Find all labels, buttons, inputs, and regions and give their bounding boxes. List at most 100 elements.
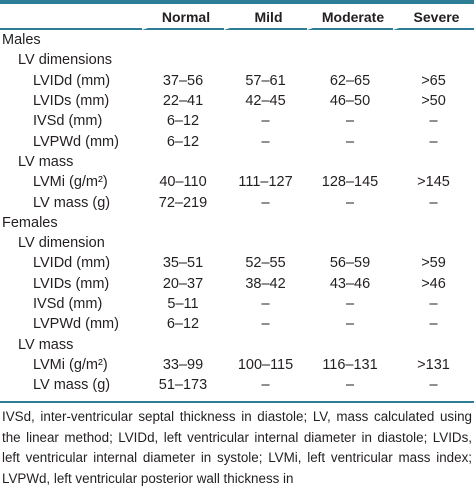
value-cell: – bbox=[429, 377, 438, 394]
row-label: LVIDs (mm) bbox=[33, 93, 110, 110]
value-cell: 51–173 bbox=[158, 377, 208, 394]
table-row: LV mass bbox=[0, 152, 474, 172]
value-cell: >65 bbox=[421, 72, 446, 89]
value-cell bbox=[142, 50, 224, 70]
row-label: LV mass (g) bbox=[33, 377, 111, 394]
bottom-rule bbox=[0, 401, 474, 403]
value-cell bbox=[224, 213, 307, 233]
row-label: LV dimensions bbox=[18, 52, 113, 69]
value-cell bbox=[224, 50, 307, 70]
value-cell: – bbox=[261, 377, 270, 394]
row-label: IVSd (mm) bbox=[33, 296, 103, 312]
table-row: LVMi (g/m²) 40–110 111–127 128–145 >145 bbox=[0, 172, 474, 192]
value-cell bbox=[224, 30, 307, 50]
value-cell: 111–127 bbox=[238, 174, 293, 191]
row-label: LVMi (g/m²) bbox=[33, 174, 108, 191]
value-cell: 22–41 bbox=[162, 93, 204, 110]
table-row: IVSd (mm) 5–11 – – – bbox=[0, 294, 474, 314]
value-cell: – bbox=[345, 113, 355, 130]
value-cell: >50 bbox=[421, 93, 446, 110]
value-cell: – bbox=[261, 316, 270, 333]
value-cell: 128–145 bbox=[321, 174, 379, 191]
value-cell bbox=[393, 30, 474, 50]
header-cell-parameter bbox=[0, 6, 142, 30]
value-cell: 52–55 bbox=[245, 255, 286, 272]
value-cell: 116–131 bbox=[322, 356, 378, 373]
header-cell-mild: Mild bbox=[224, 6, 307, 30]
value-cell bbox=[307, 152, 393, 172]
value-cell bbox=[142, 30, 224, 50]
top-rule bbox=[0, 0, 474, 4]
value-cell: >46 bbox=[421, 275, 446, 292]
value-cell: 6–12 bbox=[166, 133, 200, 150]
value-cell bbox=[393, 233, 474, 253]
value-cell: 42–45 bbox=[245, 93, 286, 110]
header-cell-normal: Normal bbox=[142, 6, 224, 30]
row-label: LV mass bbox=[18, 336, 74, 353]
row-label: Males bbox=[2, 32, 41, 49]
row-label: LV dimension bbox=[18, 235, 105, 252]
value-cell bbox=[224, 233, 307, 253]
value-cell bbox=[224, 334, 307, 354]
value-cell: 56–59 bbox=[329, 255, 371, 272]
value-cell bbox=[307, 30, 393, 50]
header-cell-severe: Severe bbox=[393, 6, 474, 30]
value-cell bbox=[142, 213, 224, 233]
value-cell bbox=[393, 152, 474, 172]
value-cell: – bbox=[429, 133, 438, 150]
value-cell: – bbox=[345, 194, 355, 211]
row-label: LVIDd (mm) bbox=[33, 255, 111, 272]
value-cell: – bbox=[261, 113, 270, 130]
row-label: LVIDs (mm) bbox=[33, 275, 110, 292]
value-cell: 57–61 bbox=[245, 72, 286, 89]
value-cell: – bbox=[261, 133, 270, 150]
value-cell: – bbox=[345, 377, 355, 394]
value-cell bbox=[224, 152, 307, 172]
table-row: LVMi (g/m²) 33–99 100–115 116–131 >131 bbox=[0, 355, 474, 375]
value-cell: 43–46 bbox=[329, 275, 371, 292]
reference-ranges-table: Normal Mild Moderate Severe Males LV dime… bbox=[0, 6, 474, 395]
table-row: LV mass (g) 72–219 – – – bbox=[0, 192, 474, 212]
table-row: LVIDd (mm) 37–56 57–61 62–65 >65 bbox=[0, 71, 474, 91]
value-cell bbox=[307, 334, 393, 354]
row-label: LV mass bbox=[18, 153, 74, 170]
value-cell: – bbox=[429, 194, 438, 211]
table-footnote: IVSd, inter-ventricular septal thickness… bbox=[2, 409, 472, 486]
header-row: Normal Mild Moderate Severe bbox=[0, 6, 474, 30]
table-row: LVIDd (mm) 35–51 52–55 56–59 >59 bbox=[0, 253, 474, 273]
row-label: LV mass (g) bbox=[33, 194, 111, 211]
value-cell: 6–12 bbox=[166, 113, 200, 130]
value-cell bbox=[307, 233, 393, 253]
value-cell: 62–65 bbox=[329, 72, 371, 89]
row-label: Females bbox=[2, 214, 58, 231]
value-cell: 40–110 bbox=[159, 174, 207, 191]
value-cell: >145 bbox=[417, 174, 450, 191]
value-cell bbox=[142, 334, 224, 354]
value-cell: – bbox=[429, 316, 438, 333]
value-cell: – bbox=[429, 113, 438, 130]
value-cell bbox=[142, 152, 224, 172]
value-cell: 100–115 bbox=[237, 356, 294, 373]
table-row: LV mass bbox=[0, 334, 474, 354]
header-cell-moderate: Moderate bbox=[307, 6, 393, 30]
value-cell bbox=[307, 50, 393, 70]
value-cell bbox=[393, 334, 474, 354]
table-row: LVPWd (mm) 6–12 – – – bbox=[0, 314, 474, 334]
value-cell bbox=[307, 213, 393, 233]
value-cell: >131 bbox=[417, 356, 450, 373]
table-row: Females bbox=[0, 213, 474, 233]
value-cell: 5–11 bbox=[167, 296, 199, 312]
row-label: IVSd (mm) bbox=[33, 113, 103, 130]
value-cell: 35–51 bbox=[162, 255, 204, 272]
value-cell: 37–56 bbox=[162, 72, 204, 89]
row-label: LVMi (g/m²) bbox=[33, 356, 108, 373]
value-cell bbox=[142, 233, 224, 253]
value-cell: 6–12 bbox=[166, 316, 200, 333]
table-row: IVSd (mm) 6–12 – – – bbox=[0, 111, 474, 131]
value-cell: – bbox=[429, 296, 438, 312]
table-row: LV mass (g) 51–173 – – – bbox=[0, 375, 474, 395]
row-label: LVPWd (mm) bbox=[33, 133, 119, 150]
value-cell: 20–37 bbox=[162, 275, 204, 292]
table-row: LVPWd (mm) 6–12 – – – bbox=[0, 131, 474, 151]
